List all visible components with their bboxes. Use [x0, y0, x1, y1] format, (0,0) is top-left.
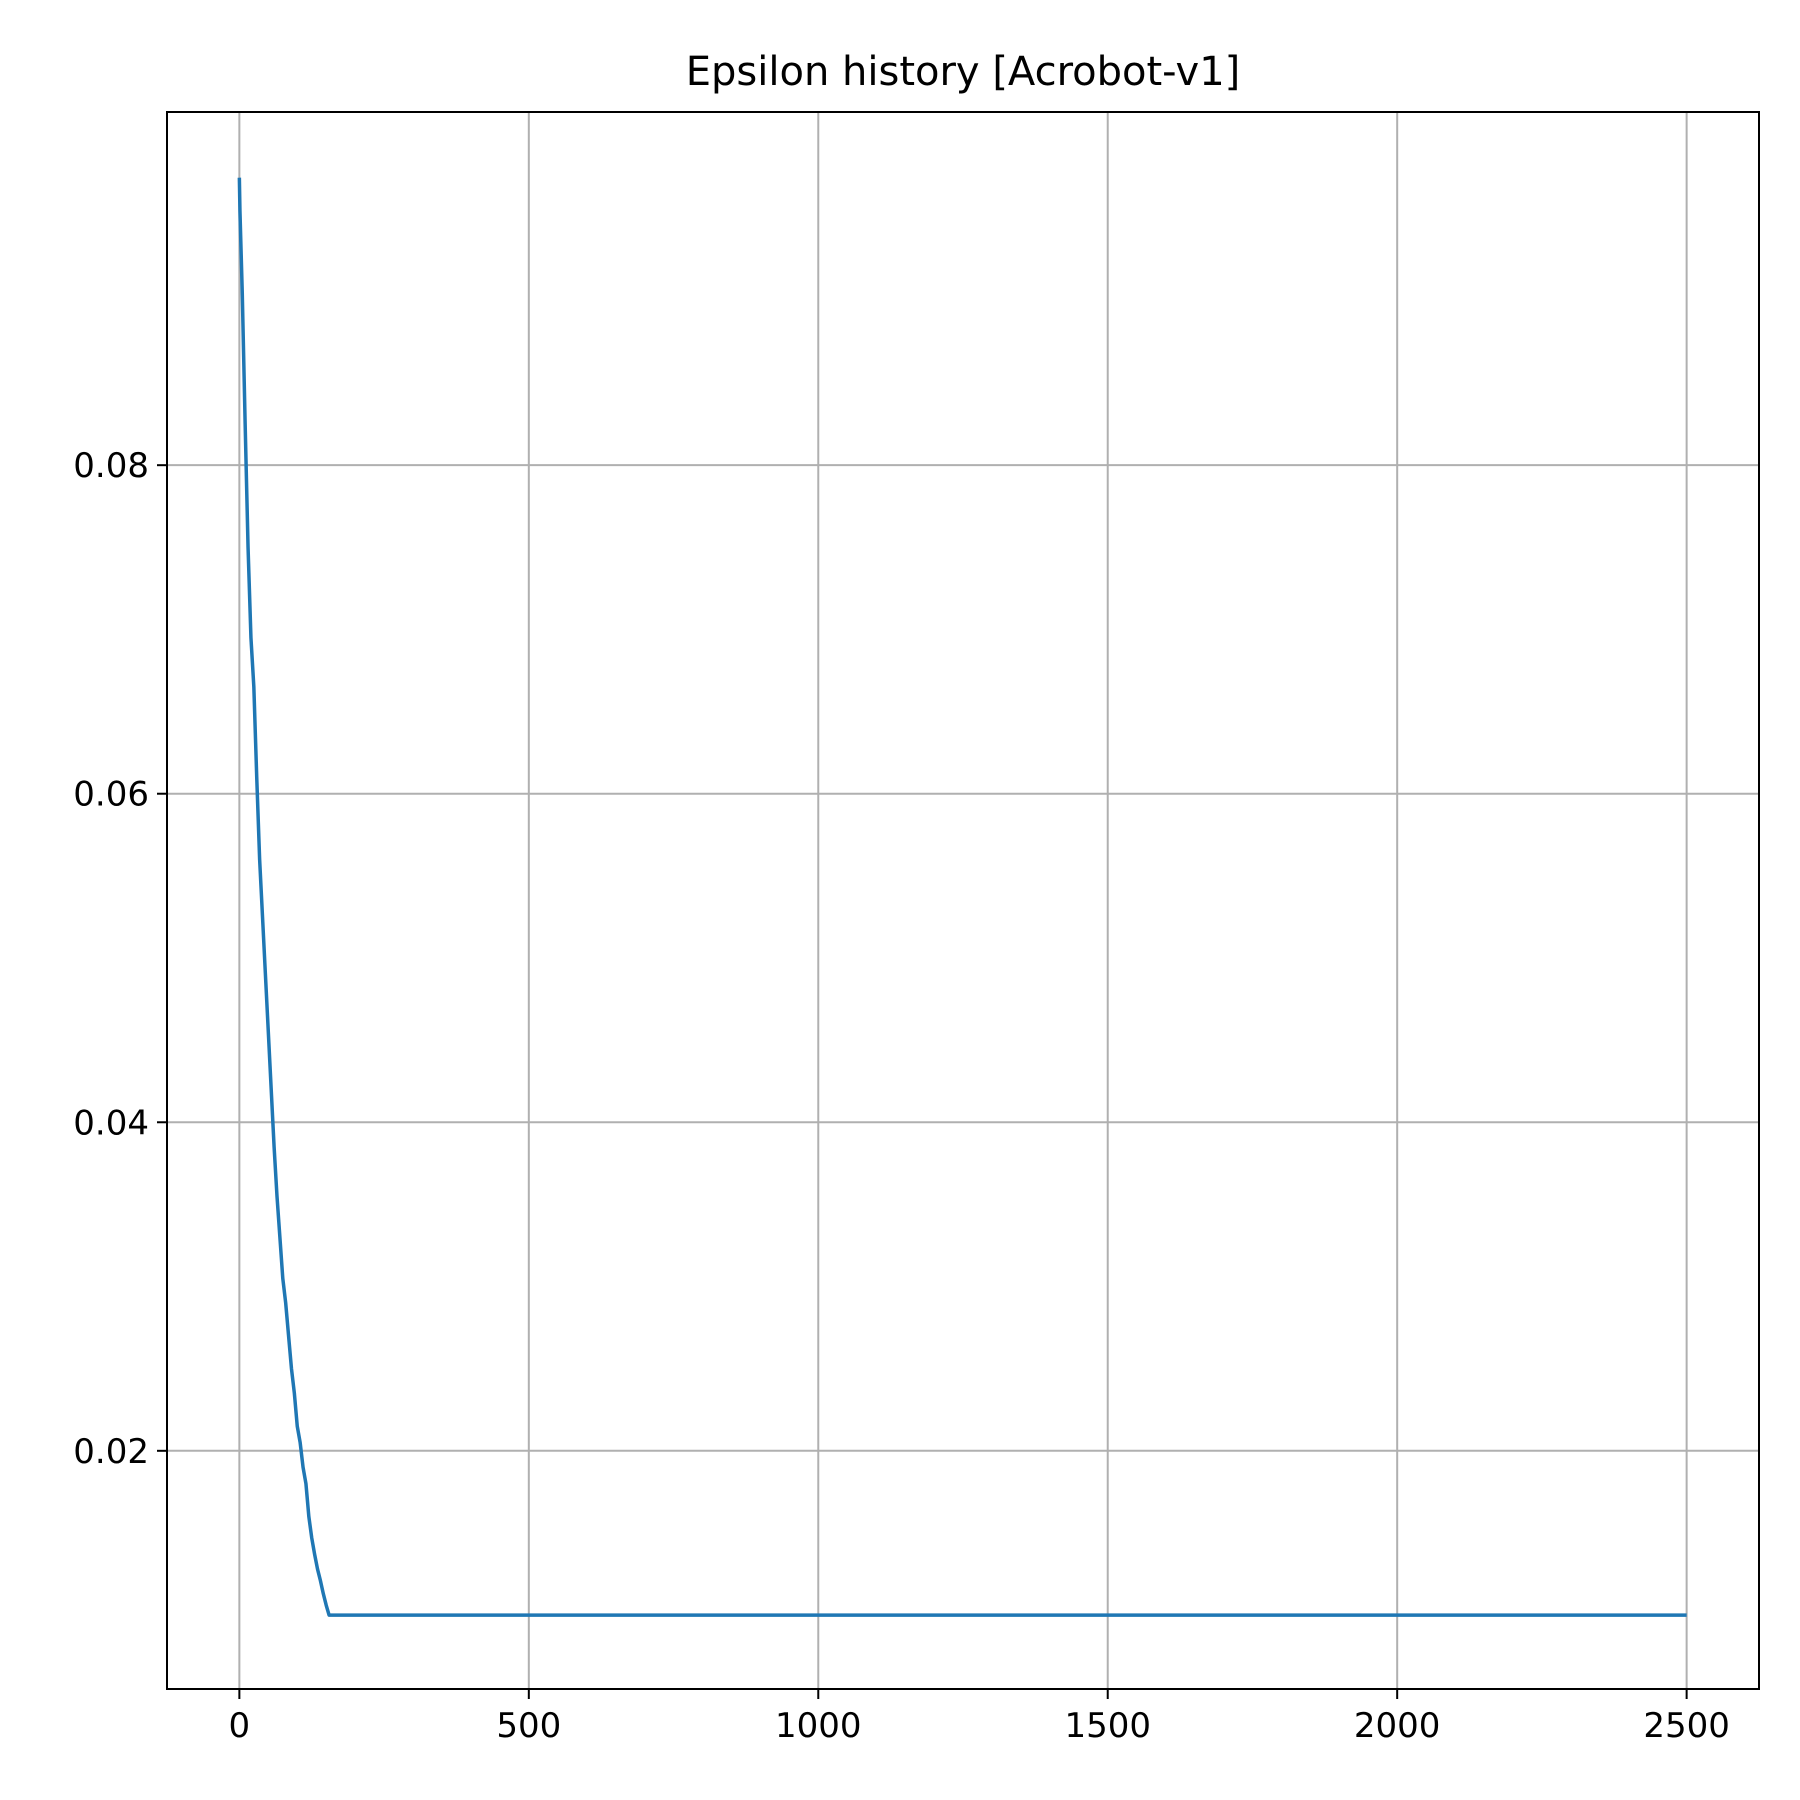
- y-tick-label: 0.08: [73, 446, 149, 486]
- x-tick-label: 500: [496, 1706, 561, 1746]
- x-tick-label: 2500: [1643, 1706, 1730, 1746]
- y-tick-label: 0.02: [73, 1432, 149, 1472]
- x-tick-label: 1500: [1064, 1706, 1151, 1746]
- x-tick-label: 2000: [1354, 1706, 1441, 1746]
- x-tick-label: 1000: [775, 1706, 862, 1746]
- series-line: [237, 177, 1687, 1617]
- grid: [167, 112, 1759, 1689]
- plot-frame: [166, 111, 1760, 1690]
- chart-title: Epsilon history [Acrobot-v1]: [686, 49, 1241, 95]
- x-tick-label: 0: [229, 1706, 251, 1746]
- y-tick-label: 0.04: [73, 1103, 149, 1143]
- y-tick-label: 0.06: [73, 775, 149, 815]
- axis-tick-labels: 0 500 1000 1500 2000 2500 0.02 0.04 0.06 0.08: [73, 446, 1730, 1746]
- axis-ticks: [157, 464, 1688, 1699]
- series-group: [237, 177, 1687, 1617]
